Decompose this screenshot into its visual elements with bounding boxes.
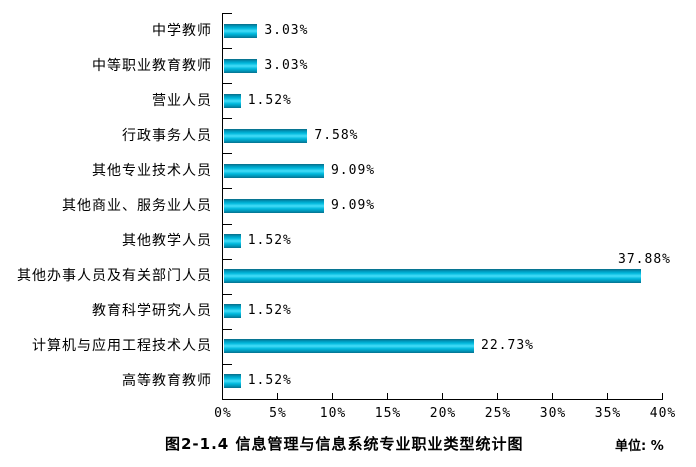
bar xyxy=(224,234,241,249)
value-label: 22.73% xyxy=(481,338,534,354)
y-axis-tick xyxy=(223,363,232,365)
x-axis-tick-label: 15% xyxy=(374,406,402,421)
category-label: 计算机与应用工程技术人员 xyxy=(32,338,212,355)
y-axis-tick xyxy=(223,293,232,295)
y-axis-tick xyxy=(223,13,232,14)
y-axis-tick xyxy=(223,223,232,225)
value-label: 37.88% xyxy=(618,252,671,268)
x-axis-tick xyxy=(497,393,498,399)
category-label: 高等教育教师 xyxy=(122,373,212,390)
value-label: 1.52% xyxy=(247,373,292,389)
category-label: 中学教师 xyxy=(152,22,212,39)
x-axis-tick xyxy=(442,393,443,399)
x-axis-tick xyxy=(607,393,608,399)
category-label: 其他专业技术人员 xyxy=(92,162,212,179)
x-axis-tick xyxy=(332,393,333,399)
y-axis-tick xyxy=(223,118,232,120)
bar xyxy=(224,339,475,354)
x-axis-tick-label: 20% xyxy=(429,406,457,421)
x-axis-tick-label: 10% xyxy=(319,406,347,421)
bar xyxy=(224,58,258,73)
y-axis-tick xyxy=(223,48,232,50)
category-label: 营业人员 xyxy=(152,92,212,109)
category-label: 其他办事人员及有关部门人员 xyxy=(17,268,212,285)
category-label: 其他教学人员 xyxy=(122,233,212,250)
x-axis-tick-label: 35% xyxy=(594,406,622,421)
y-axis-tick xyxy=(223,153,232,155)
category-label: 行政事务人员 xyxy=(122,127,212,144)
x-axis-tick-label: 0% xyxy=(214,406,232,421)
value-label: 1.52% xyxy=(247,92,292,108)
value-label: 3.03% xyxy=(264,22,309,38)
x-axis-tick-label: 40% xyxy=(649,406,677,421)
bar xyxy=(224,128,308,143)
y-axis-tick xyxy=(223,83,232,85)
bar xyxy=(224,163,324,178)
bar xyxy=(224,304,241,319)
bar xyxy=(224,23,258,38)
x-axis-tick-label: 25% xyxy=(484,406,512,421)
y-axis-tick xyxy=(223,188,232,190)
x-axis-tick xyxy=(552,393,553,399)
x-axis-tick xyxy=(662,393,663,399)
x-axis-tick-label: 30% xyxy=(539,406,567,421)
category-label: 中等职业教育教师 xyxy=(92,57,212,74)
bar xyxy=(224,199,324,213)
y-axis-tick xyxy=(223,328,232,330)
x-axis-tick-label: 5% xyxy=(269,406,287,421)
category-label: 教育科学研究人员 xyxy=(92,303,212,320)
bar xyxy=(224,93,241,108)
category-label: 其他商业、服务业人员 xyxy=(62,198,212,214)
value-label: 1.52% xyxy=(247,303,292,319)
bar xyxy=(224,374,241,389)
chart-title: 图2-1.4 信息管理与信息系统专业职业类型统计图 xyxy=(165,435,524,453)
x-axis-tick xyxy=(387,393,388,399)
value-label: 7.58% xyxy=(314,127,359,143)
value-label: 9.09% xyxy=(330,162,376,178)
value-label: 1.52% xyxy=(247,233,292,249)
x-axis-tick xyxy=(277,393,278,399)
value-label: 3.03% xyxy=(264,57,309,73)
bar xyxy=(224,269,641,284)
value-label: 9.09% xyxy=(330,198,376,213)
plot-area: 3.03% 3.03% 1.52% 7.58% 9.09% 9.09% 1.52% 37.88… xyxy=(214,13,675,421)
y-axis-tick xyxy=(223,258,232,260)
unit-label: 单位: % xyxy=(615,439,664,454)
